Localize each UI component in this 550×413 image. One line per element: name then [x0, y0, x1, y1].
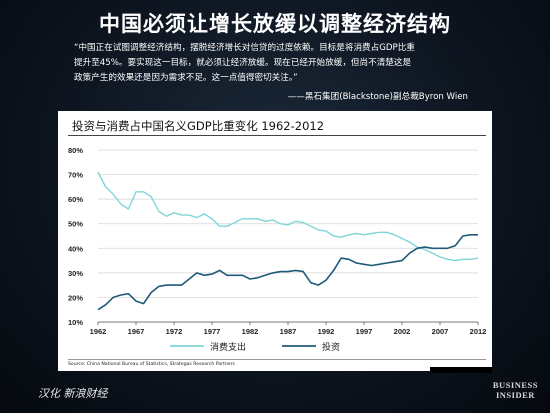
legend-label: 投资: [322, 341, 340, 353]
quote-line: 提升至45%。要实现这一目标，就必须让经济放缓。现在已经开始放缓，但尚不清楚这是: [74, 58, 412, 68]
x-tick-label: 1982: [242, 327, 259, 336]
slide-title: 中国必须让增长放缓以调整经济结构: [99, 12, 451, 36]
x-tick-label: 1997: [356, 327, 373, 336]
chart-card: [58, 111, 492, 371]
source-divider: [68, 359, 486, 360]
x-tick-label: 1972: [166, 327, 183, 336]
y-tick-label: 40%: [68, 244, 83, 253]
logo-line-2: INSIDER: [495, 390, 535, 400]
series-line-investment: [97, 234, 478, 311]
business-insider-logo: BUSINESS INSIDER: [493, 380, 538, 400]
x-tick-label: 2002: [394, 327, 411, 336]
y-tick-label: 60%: [68, 195, 83, 204]
quote: “中国正在试图调整经济结构，摆脱经济增长对信贷的过度依赖。目标是将消费占GDP比…: [74, 41, 484, 86]
y-tick-label: 30%: [68, 269, 83, 278]
x-tick-label: 1992: [318, 327, 335, 336]
decorative-bar: [430, 367, 492, 373]
y-tick-label: 70%: [68, 171, 83, 180]
y-tick-label: 50%: [68, 220, 83, 229]
y-tick-label: 20%: [68, 293, 83, 302]
quote-attribution: ——黑石集团(Blackstone)副总裁Byron Wien: [287, 92, 468, 102]
title-divider: [68, 135, 486, 136]
y-tick-label: 80%: [68, 146, 83, 155]
x-tick-label: 1962: [90, 327, 107, 336]
x-tick-label: 1987: [280, 327, 297, 336]
chart-title: 投资与消费占中国名义GDP比重变化 1962-2012: [72, 119, 325, 133]
x-tick-label: 1967: [128, 327, 145, 336]
x-tick-label: 2007: [432, 327, 449, 336]
legend-label: 消费支出: [210, 341, 246, 353]
logo-line-1: BUSINESS: [492, 380, 538, 390]
x-tick-label: 2012: [470, 327, 487, 336]
series-line-consumption: [97, 171, 479, 262]
source-note: Source: China National Bureau of Statist…: [68, 362, 235, 367]
x-tick-label: 1977: [204, 327, 221, 336]
y-tick-label: 10%: [68, 318, 83, 327]
quote-line: “中国正在试图调整经济结构，摆脱经济增长对信贷的过度依赖。目标是将消费占GDP比…: [74, 43, 415, 53]
translation-credit: 汉化 新浪财经: [38, 387, 108, 400]
quote-line: 政策产生的效果还是因为需求不足。这一点值得密切关注。”: [74, 73, 298, 83]
